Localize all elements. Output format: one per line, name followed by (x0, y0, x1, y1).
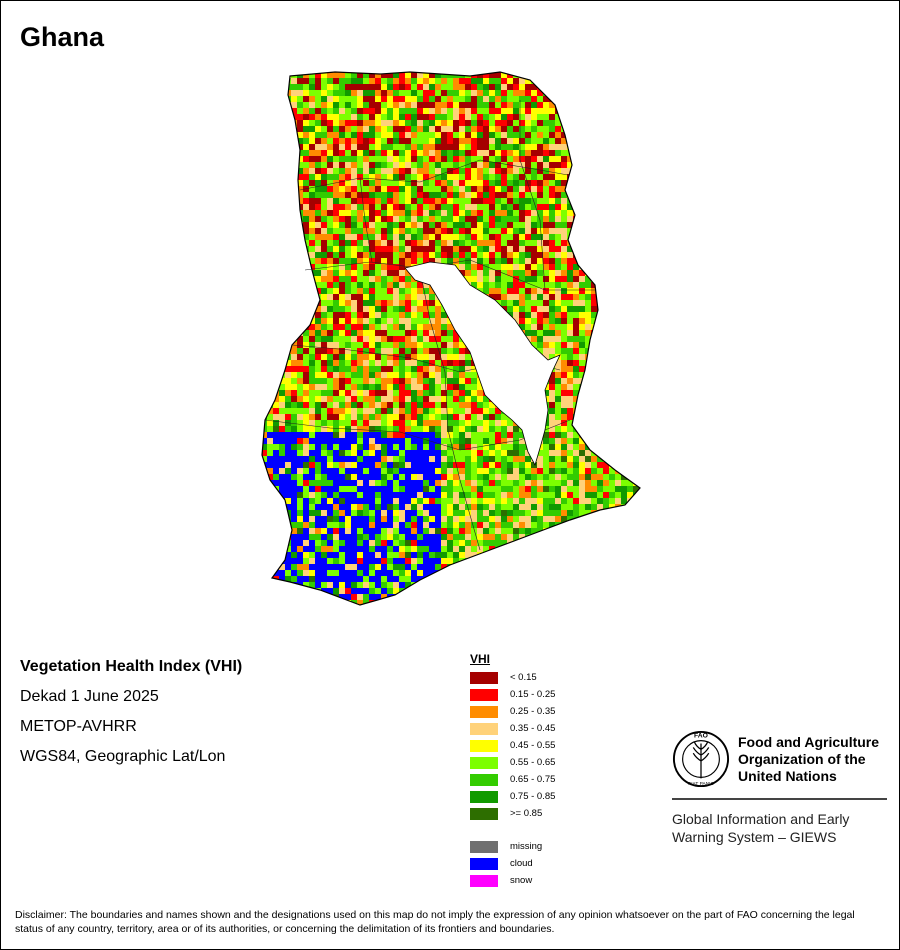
legend-swatch (470, 688, 498, 701)
lake-volta (404, 261, 561, 467)
legend-item: 0.65 - 0.75 (470, 771, 590, 788)
legend-swatch (470, 840, 498, 853)
legend-classes: < 0.15 0.15 - 0.25 0.25 - 0.35 0.35 - 0.45 0… (470, 669, 590, 822)
period-label: Dekad 1 June 2025 (20, 688, 159, 705)
legend-title: VHI (470, 652, 491, 666)
logo-divider (672, 798, 887, 800)
legend-swatch (470, 790, 498, 803)
legend-swatch (470, 807, 498, 820)
legend-label: 0.45 - 0.55 (510, 740, 556, 751)
vhi-legend: VHI < 0.15 0.15 - 0.25 0.25 - 0.35 0.35 - 0… (470, 652, 590, 889)
index-name: Vegetation Health Index (VHI) (20, 658, 243, 675)
legend-swatch (470, 739, 498, 752)
legend-item: snow (470, 872, 590, 889)
legend-label: 0.25 - 0.35 (510, 706, 556, 717)
legend-label: 0.15 - 0.25 (510, 689, 556, 700)
legend-item: cloud (470, 855, 590, 872)
legend-label: 0.65 - 0.75 (510, 774, 556, 785)
legend-swatch (470, 722, 498, 735)
legend-item: 0.75 - 0.85 (470, 788, 590, 805)
giews-name: Global Information and Early Warning Sys… (672, 811, 850, 845)
disclaimer: Disclaimer: The boundaries and names sho… (15, 909, 855, 935)
legend-item: >= 0.85 (470, 805, 590, 822)
legend-label: 0.55 - 0.65 (510, 757, 556, 768)
legend-label: 0.35 - 0.45 (510, 723, 556, 734)
legend-label: >= 0.85 (510, 808, 543, 819)
projection-label: WGS84, Geographic Lat/Lon (20, 748, 226, 765)
legend-item: 0.35 - 0.45 (470, 720, 590, 737)
org-name: Food and Agriculture Organization of the… (738, 733, 880, 784)
legend-swatch (470, 671, 498, 684)
legend-item: missing (470, 838, 590, 855)
legend-swatch (470, 773, 498, 786)
vhi-map (261, 71, 641, 606)
legend-label: snow (510, 875, 533, 886)
legend-label: < 0.15 (510, 672, 537, 683)
legend-swatch (470, 756, 498, 769)
fao-logo: FAO FIAT PANIS Food and Agriculture Orga… (672, 730, 888, 846)
legend-special: missing cloud snow (470, 838, 590, 889)
legend-item: 0.15 - 0.25 (470, 686, 590, 703)
legend-item: 0.25 - 0.35 (470, 703, 590, 720)
legend-swatch (470, 857, 498, 870)
legend-item: 0.55 - 0.65 (470, 754, 590, 771)
legend-label: cloud (510, 858, 533, 869)
legend-item: < 0.15 (470, 669, 590, 686)
legend-swatch (470, 705, 498, 718)
map-title: Ghana (20, 22, 105, 52)
legend-label: 0.75 - 0.85 (510, 791, 556, 802)
legend-swatch (470, 874, 498, 887)
fao-emblem-icon: FAO FIAT PANIS (672, 730, 730, 787)
legend-item: 0.45 - 0.55 (470, 737, 590, 754)
sensor-label: METOP-AVHRR (20, 718, 137, 735)
legend-label: missing (510, 841, 543, 852)
